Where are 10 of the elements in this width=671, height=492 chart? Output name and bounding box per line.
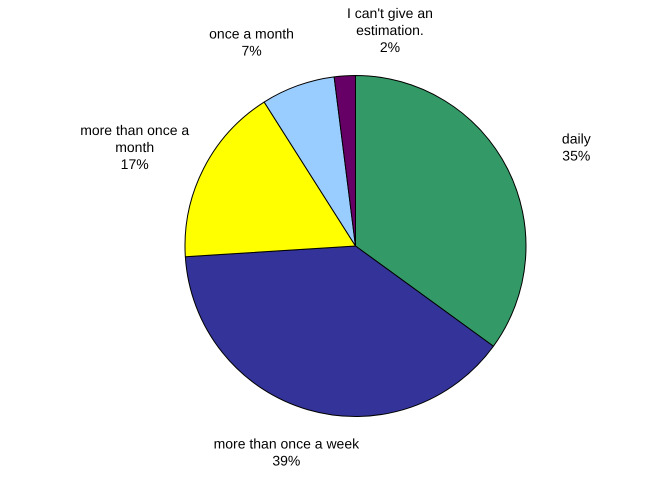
data-label: 17%: [120, 156, 149, 172]
data-label: 39%: [272, 452, 300, 468]
slice-label: once a month: [209, 26, 294, 42]
data-label: 7%: [241, 42, 262, 59]
slice-label: daily: [562, 130, 591, 147]
slice-label: I can't give an estimation.: [346, 4, 433, 38]
data-label: 2%: [380, 38, 400, 55]
data-label: 35%: [562, 148, 590, 164]
slice-label: more than once a week: [214, 435, 360, 452]
slice-label: more than once a month: [80, 122, 190, 156]
